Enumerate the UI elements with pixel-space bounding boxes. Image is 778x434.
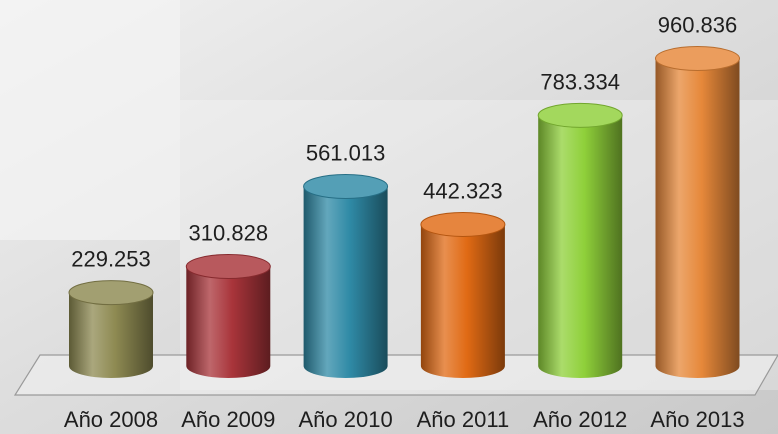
bars-layer: [68, 46, 740, 379]
bar-año-2012: [537, 102, 623, 378]
bar-año-2010: [303, 173, 389, 378]
category-label: Año 2013: [650, 407, 744, 432]
category-labels-layer: Año 2008 Año 2009 Año 2010 Año 2011 Año 2012…: [64, 407, 745, 432]
bar-top-rim: [185, 254, 271, 280]
bar-top-rim: [303, 173, 389, 199]
bar-año-2011: [420, 211, 506, 378]
value-labels-layer: 229.253 310.828 561.013 442.323 783.334 960.8…: [71, 13, 737, 272]
value-label: 783.334: [540, 69, 620, 94]
bar-top-cap: [538, 103, 623, 128]
value-label: 561.013: [306, 140, 386, 165]
bar-año-2009: [185, 254, 271, 378]
value-label: 960.836: [658, 13, 738, 38]
bar-top-cap: [655, 46, 740, 71]
bar-año-2013: [655, 46, 740, 379]
bar-body: [186, 266, 271, 378]
bar-body: [655, 58, 740, 379]
background-panel: [0, 0, 180, 240]
bar-top-rim: [537, 102, 623, 128]
category-label: Año 2009: [181, 407, 275, 432]
value-label: 229.253: [71, 247, 151, 272]
bar-body: [420, 224, 505, 378]
bar-top-rim: [655, 46, 740, 72]
value-label: 310.828: [189, 221, 269, 246]
bar-body: [69, 292, 153, 378]
bar-top-rim: [68, 280, 154, 306]
bar-body: [303, 186, 388, 378]
bar-top-cap: [186, 254, 271, 279]
bar-body: [538, 115, 623, 378]
bar-año-2008: [68, 280, 154, 378]
category-label: Año 2010: [298, 407, 392, 432]
bar-top-cap: [420, 212, 505, 237]
bar-top-cap: [69, 280, 153, 305]
category-label: Año 2012: [533, 407, 627, 432]
bar-top-cap: [303, 174, 388, 199]
value-label: 442.323: [423, 178, 503, 203]
category-label: Año 2011: [417, 407, 510, 432]
bar-top-rim: [420, 211, 506, 237]
category-label: Año 2008: [64, 407, 158, 432]
